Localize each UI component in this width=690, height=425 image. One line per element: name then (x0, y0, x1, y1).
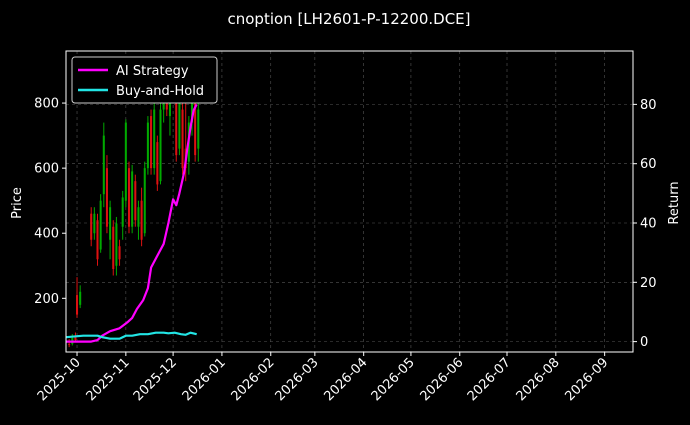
candle-body (143, 168, 146, 234)
candle-body (76, 295, 79, 315)
candle-body (124, 122, 127, 201)
candle-body (197, 109, 200, 149)
y2-axis-label: Return (667, 181, 682, 224)
candle-body (121, 197, 124, 227)
y2-tick-label: 60 (640, 157, 657, 172)
candle-body (102, 135, 105, 195)
y2-axis-ticks: 0 20 40 60 80 (633, 98, 657, 350)
candle-body (156, 142, 159, 185)
candle-body (137, 207, 140, 227)
candle-body (93, 213, 96, 234)
y2-tick-label: 0 (640, 335, 648, 350)
candle-body (134, 181, 137, 221)
candle-body (96, 220, 99, 260)
buy-hold-line (65, 331, 197, 340)
legend: AI Strategy Buy-and-Hold (71, 56, 218, 104)
y-axis-ticks: 200 400 600 800 (34, 97, 66, 307)
candle-body (131, 171, 134, 227)
candle-body (146, 122, 149, 169)
legend-buyhold-label: Buy-and-Hold (116, 84, 204, 99)
candle-body (112, 226, 115, 270)
line-layer (65, 103, 198, 343)
candle-body (175, 83, 178, 156)
candle-body (99, 200, 102, 250)
y-tick-label: 400 (34, 227, 59, 242)
candle-body (115, 223, 118, 266)
legend-box (71, 56, 218, 104)
y-axis-label: Price (10, 187, 25, 219)
candle-body (168, 96, 171, 117)
y-tick-label: 200 (34, 292, 59, 307)
y2-tick-label: 40 (640, 217, 657, 232)
candle-body (109, 207, 112, 240)
candle-body (74, 337, 77, 340)
candle-body (127, 168, 131, 227)
candle-body (159, 109, 162, 182)
legend-strategy-label: AI Strategy (116, 64, 189, 79)
candle-body (150, 116, 153, 169)
candle-body (181, 109, 184, 169)
candle-body (90, 213, 93, 240)
y-tick-label: 800 (34, 97, 59, 112)
y-tick-label: 600 (34, 162, 59, 177)
candle-body (153, 109, 156, 169)
candle-body (105, 168, 108, 227)
y2-tick-label: 20 (640, 276, 657, 291)
candle-body (140, 200, 143, 240)
candle-body (68, 343, 71, 345)
chart-title: cnoption [LH2601-P-12200.DCE] (228, 10, 471, 28)
y2-tick-label: 80 (640, 98, 657, 113)
candle-body (118, 246, 121, 260)
candle-body (178, 103, 181, 149)
candle-body (194, 83, 197, 156)
candle-body (79, 291, 82, 305)
plot-frame (65, 50, 634, 353)
